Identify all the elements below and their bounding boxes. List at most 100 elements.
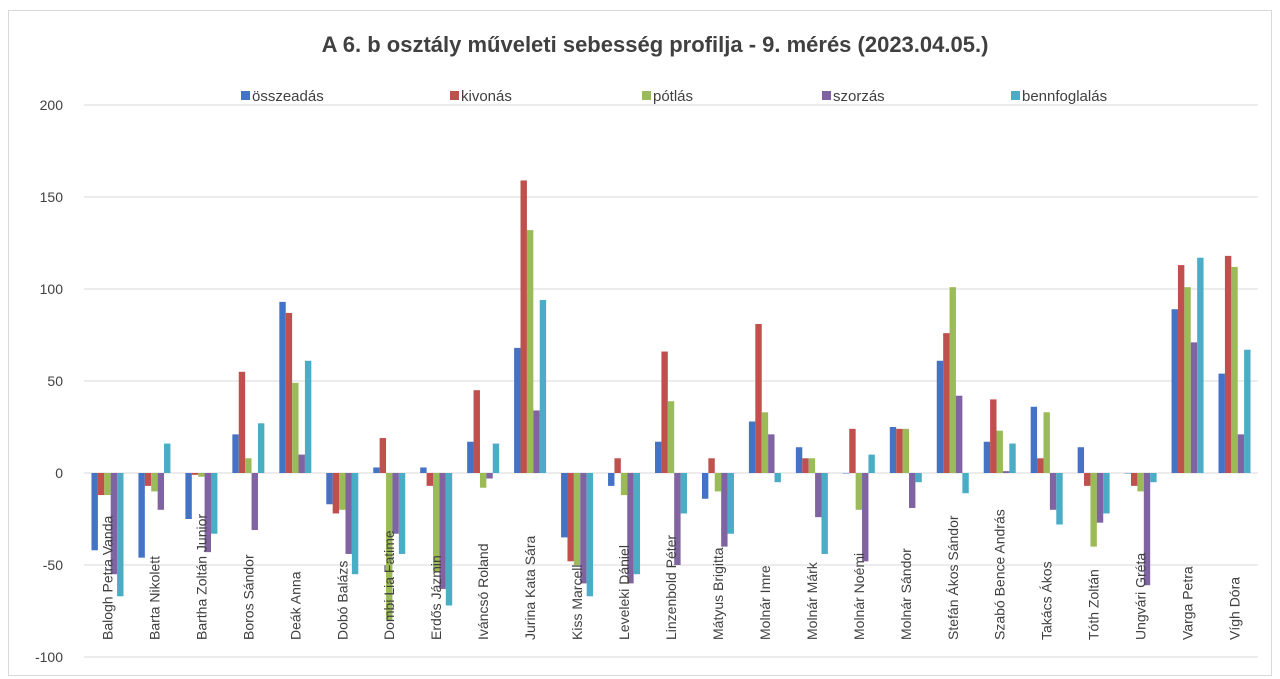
bar-pótlás-21	[1090, 473, 1097, 547]
bar-szorzás-0	[110, 473, 118, 575]
bar-pótlás-17	[902, 428, 909, 473]
x-category-label: Takács Ákos	[1039, 561, 1055, 640]
bar-összeadás-7	[420, 467, 427, 473]
bar-szorzás-18	[955, 395, 963, 473]
bar-pótlás-12	[667, 401, 675, 473]
bar-bennfoglalás-23	[1197, 257, 1204, 473]
bar-kivonás-8	[473, 390, 480, 473]
bar-kivonás-6	[379, 438, 387, 473]
legend-swatch	[1011, 91, 1020, 100]
bar-pótlás-7	[433, 473, 440, 573]
bar-pótlás-1	[151, 473, 158, 492]
bar-bennfoglalás-0	[117, 473, 124, 597]
bar-bennfoglalás-10	[586, 473, 594, 597]
x-category-label: Balogh Petra Vanda	[99, 516, 115, 640]
bar-kivonás-4	[285, 312, 293, 473]
bar-kivonás-19	[990, 399, 997, 473]
bar-bennfoglalás-13	[727, 473, 734, 534]
bar-bennfoglalás-9	[539, 300, 547, 473]
bar-kivonás-21	[1084, 473, 1091, 486]
bar-összeadás-12	[655, 441, 662, 473]
legend-swatch	[241, 91, 250, 100]
bar-szorzás-15	[815, 473, 822, 518]
bar-szorzás-8	[486, 473, 493, 479]
bar-bennfoglalás-15	[821, 473, 828, 554]
bar-kivonás-22	[1131, 473, 1138, 486]
bar-összeadás-11	[608, 473, 615, 486]
bar-pótlás-9	[526, 230, 534, 473]
bar-kivonás-15	[802, 458, 809, 473]
bar-összeadás-23	[1171, 309, 1178, 473]
bar-pótlás-2	[198, 473, 205, 477]
bar-bennfoglalás-11	[633, 473, 641, 575]
x-category-label: Vígh Dóra	[1227, 577, 1243, 640]
x-category-label: Iváncsó Roland	[475, 543, 491, 640]
bar-összeadás-3	[232, 434, 239, 473]
bar-bennfoglalás-14	[774, 473, 781, 483]
legend-label: szorzás	[833, 88, 885, 105]
bar-pótlás-10	[573, 473, 581, 565]
bar-szorzás-20	[1049, 473, 1057, 510]
bar-szorzás-1	[157, 473, 165, 510]
x-category-label: Bartha Zoltán Junior	[193, 514, 209, 640]
bar-pótlás-23	[1184, 287, 1191, 473]
bar-kivonás-11	[614, 458, 621, 473]
x-category-label: Szabó Bence András	[992, 509, 1008, 640]
bar-bennfoglalás-24	[1244, 349, 1251, 473]
bar-összeadás-13	[701, 473, 709, 499]
bar-kivonás-0	[97, 473, 105, 496]
bar-szorzás-2	[204, 473, 211, 553]
bar-bennfoglalás-22	[1150, 473, 1157, 483]
legend-label: kivonás	[461, 88, 512, 105]
bar-kivonás-16	[849, 428, 856, 473]
x-category-label: Molnár Márk	[804, 561, 820, 640]
bar-bennfoglalás-8	[492, 443, 500, 473]
bar-pótlás-15	[808, 458, 816, 473]
bar-pótlás-13	[714, 473, 722, 492]
bar-szorzás-22	[1143, 473, 1151, 586]
x-category-label: Dobó Balázs	[334, 561, 350, 640]
bar-bennfoglalás-7	[445, 473, 453, 606]
bar-pótlás-19	[996, 430, 1003, 473]
bar-szorzás-6	[392, 473, 399, 534]
chart-title: A 6. b osztály műveleti sebesség profilj…	[322, 32, 989, 57]
bar-összeadás-22	[1124, 473, 1131, 474]
bar-bennfoglalás-19	[1009, 443, 1016, 473]
bar-szorzás-5	[345, 473, 352, 554]
bar-bennfoglalás-16	[868, 454, 875, 473]
x-category-label: Stefán Ákos Sándor	[945, 515, 961, 640]
legend-swatch	[642, 91, 651, 100]
bar-bennfoglalás-17	[915, 473, 922, 483]
x-category-label: Molnár Sándor	[898, 548, 914, 640]
legend-swatch	[822, 91, 831, 100]
bar-bennfoglalás-5	[351, 473, 359, 575]
bar-pótlás-0	[104, 473, 111, 496]
bar-összeadás-8	[467, 441, 474, 473]
bar-összeadás-10	[561, 473, 568, 538]
x-category-label: Mátyus Brigitta	[710, 547, 726, 640]
x-category-label: Jurina Kata Sára	[522, 536, 538, 640]
bar-szorzás-24	[1237, 434, 1245, 473]
legend-swatch	[450, 91, 459, 100]
x-axis-category-labels: Balogh Petra Vanda Barta Nikolett Bartha Z…	[99, 509, 1242, 640]
bar-szorzás-17	[909, 473, 916, 508]
x-category-label: Leveleki Dániel	[616, 545, 632, 640]
bar-pótlás-16	[855, 473, 863, 510]
bar-szorzás-16	[862, 473, 869, 562]
bar-kivonás-18	[943, 333, 950, 473]
bar-kivonás-5	[332, 473, 340, 514]
gridlines	[84, 104, 1258, 658]
y-tick-label: -50	[43, 557, 63, 573]
x-category-label: Kiss Marcell	[569, 565, 585, 640]
bar-kivonás-17	[896, 428, 903, 473]
bar-pótlás-4	[292, 382, 299, 473]
bar-összeadás-6	[373, 467, 380, 473]
bar-szorzás-19	[1002, 471, 1010, 473]
y-tick-label: 200	[40, 97, 64, 113]
bar-bennfoglalás-12	[680, 473, 687, 514]
bar-összeadás-14	[748, 421, 756, 473]
bar-kivonás-23	[1177, 265, 1185, 473]
bar-bennfoglalás-20	[1056, 473, 1063, 525]
y-tick-label: 100	[40, 281, 64, 297]
